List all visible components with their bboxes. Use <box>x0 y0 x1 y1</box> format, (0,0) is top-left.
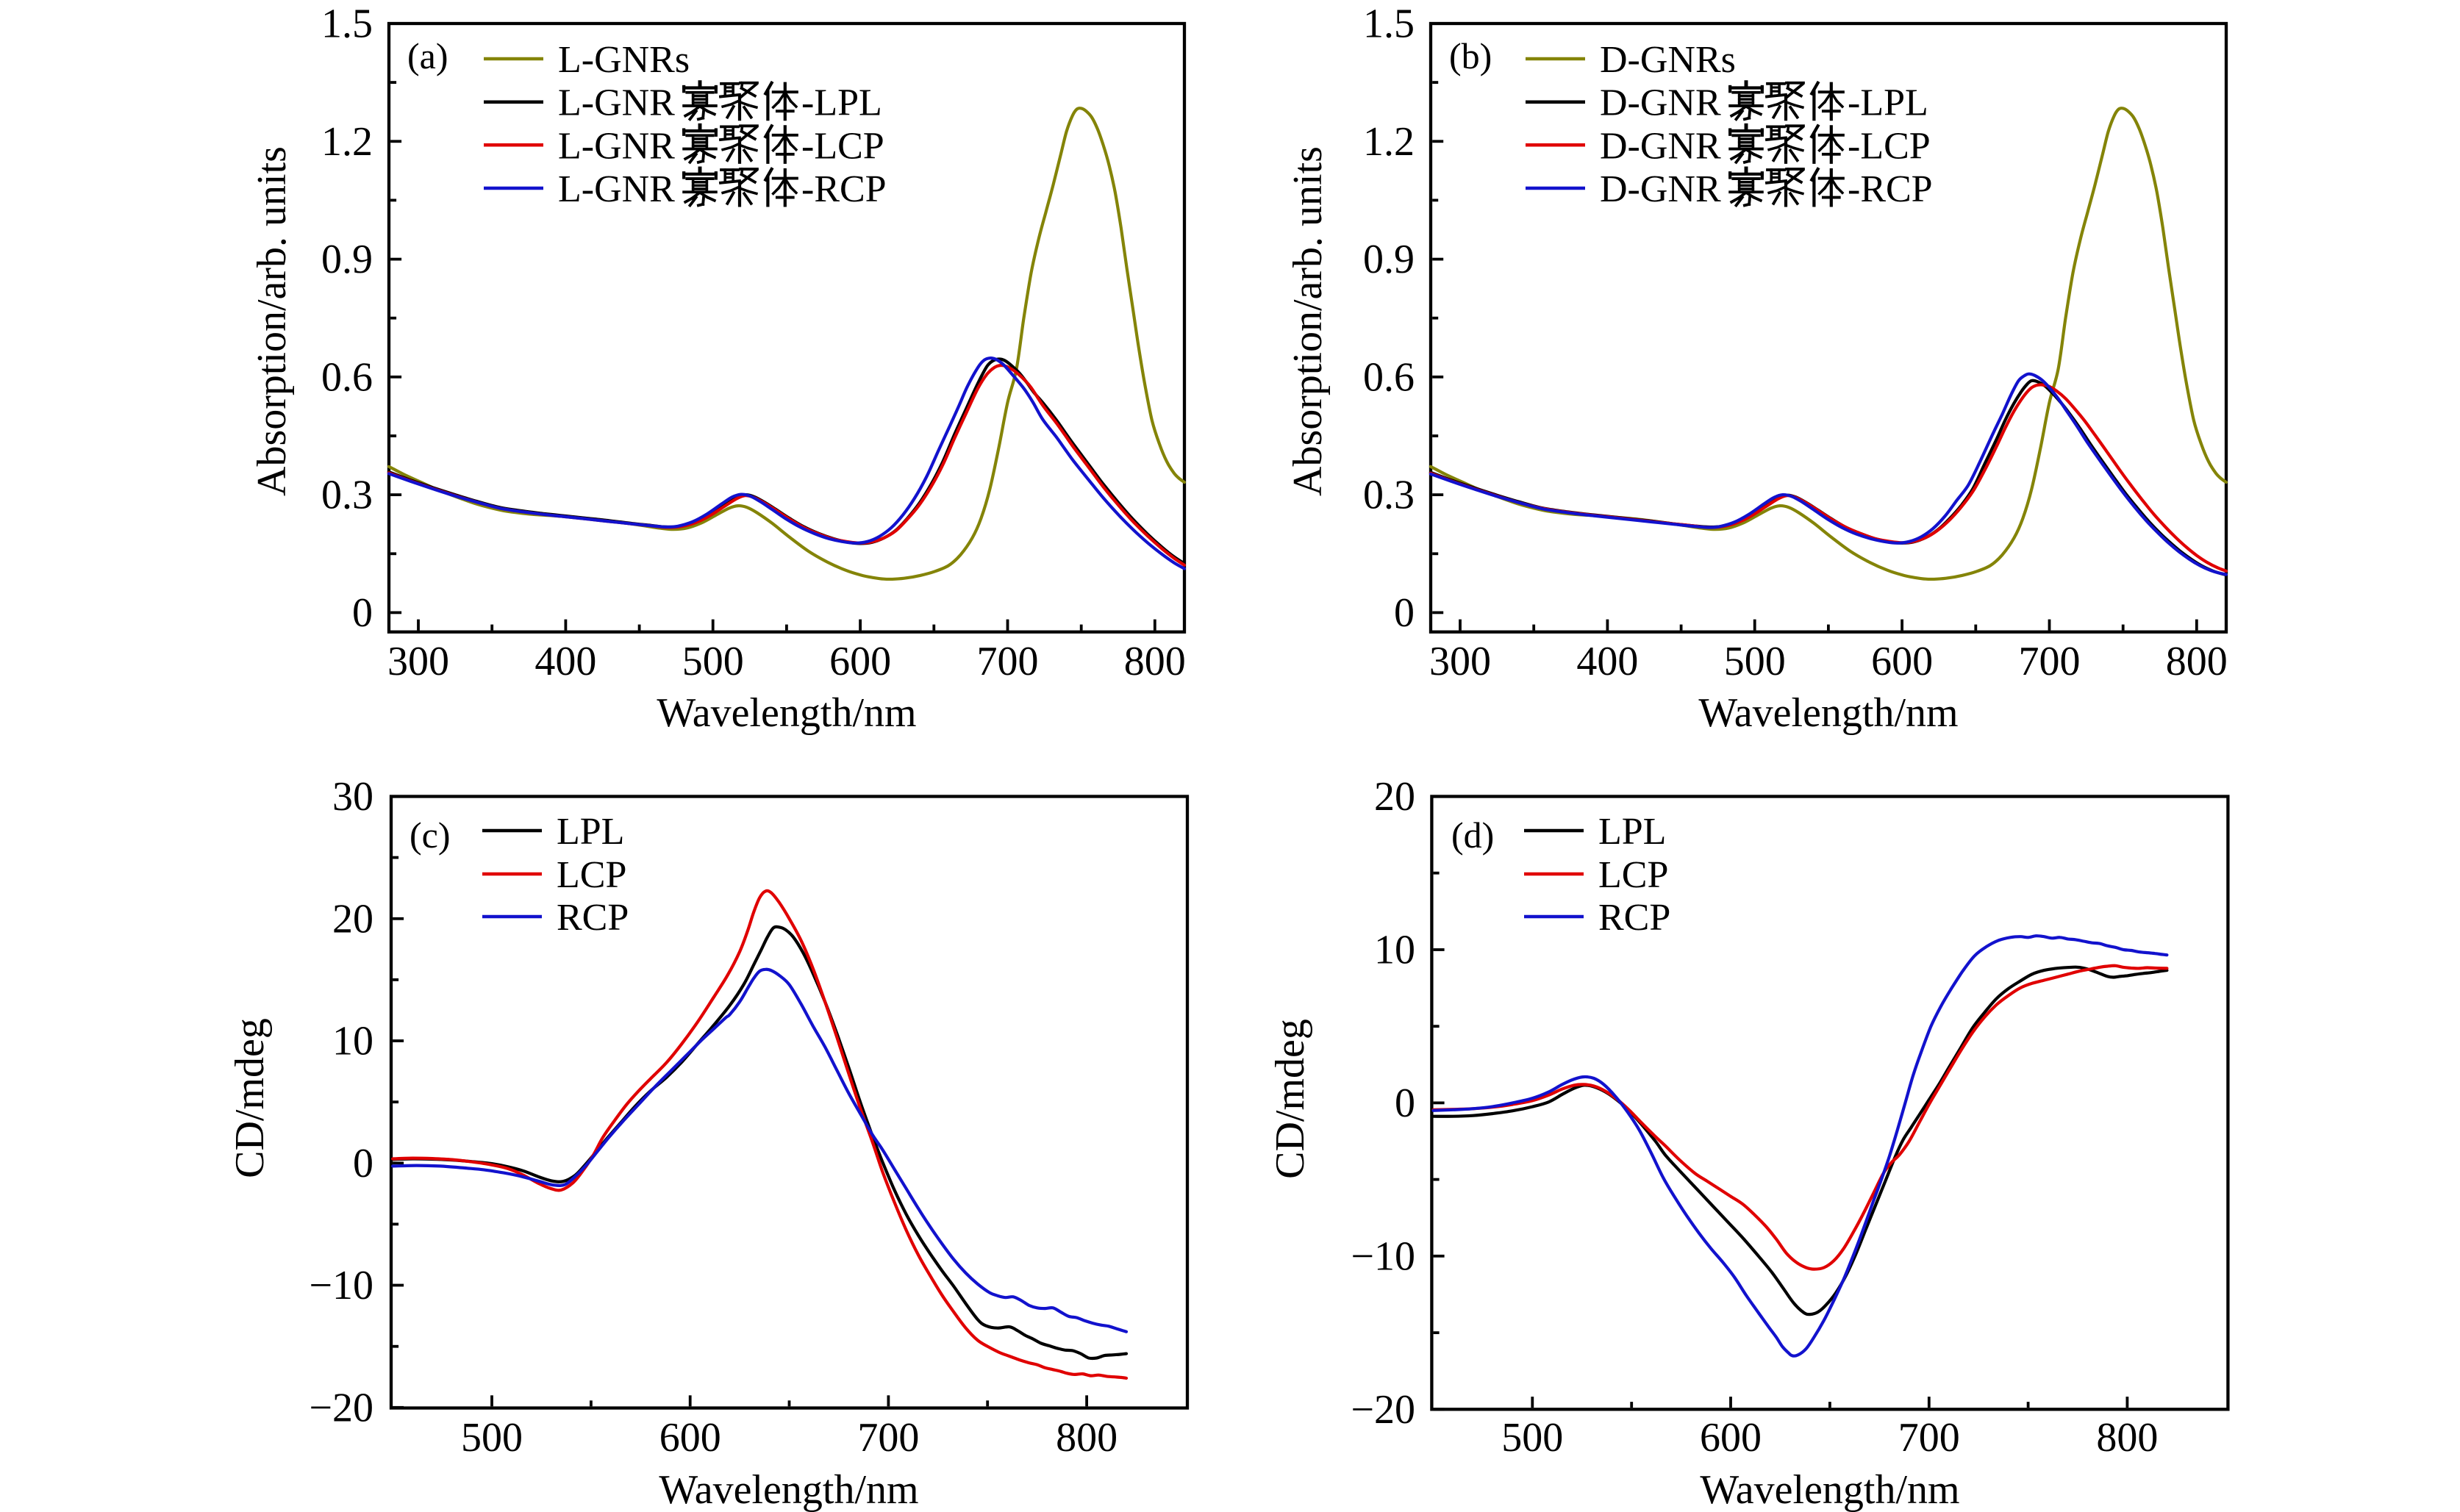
svg-text:L-GNR: L-GNR <box>558 168 675 210</box>
svg-text:0.9: 0.9 <box>321 237 373 282</box>
svg-text:700: 700 <box>1898 1415 1960 1461</box>
svg-text:30: 30 <box>332 774 373 820</box>
svg-text:0.6: 0.6 <box>1363 354 1415 400</box>
svg-text:-LPL: -LPL <box>801 82 882 124</box>
svg-text:600: 600 <box>1700 1415 1762 1461</box>
svg-text:400: 400 <box>1576 639 1638 684</box>
svg-text:1.2: 1.2 <box>321 119 373 165</box>
svg-text:(b): (b) <box>1449 35 1492 76</box>
svg-text:D-GNR: D-GNR <box>1600 125 1721 167</box>
svg-text:-LPL: -LPL <box>1848 82 1928 124</box>
svg-text:RCP: RCP <box>557 897 629 939</box>
svg-text:-RCP: -RCP <box>1848 168 1933 210</box>
svg-text:10: 10 <box>332 1019 373 1064</box>
svg-text:500: 500 <box>682 639 744 684</box>
svg-text:RCP: RCP <box>1598 897 1670 939</box>
svg-text:500: 500 <box>1724 639 1786 684</box>
svg-text:-RCP: -RCP <box>801 168 887 210</box>
svg-text:800: 800 <box>2166 639 2228 684</box>
svg-text:800: 800 <box>2096 1415 2158 1461</box>
svg-text:Wavelength/nm: Wavelength/nm <box>657 690 916 736</box>
svg-text:LCP: LCP <box>557 854 626 896</box>
svg-text:(a): (a) <box>407 35 448 76</box>
svg-text:400: 400 <box>534 639 596 684</box>
svg-text:-LCP: -LCP <box>801 125 884 167</box>
svg-text:D-GNR: D-GNR <box>1600 82 1721 124</box>
svg-text:D-GNRs: D-GNRs <box>1600 39 1736 81</box>
svg-text:L-GNR: L-GNR <box>558 82 675 124</box>
svg-text:−20: −20 <box>309 1385 373 1430</box>
svg-text:−20: −20 <box>1351 1387 1415 1433</box>
svg-text:300: 300 <box>387 639 449 684</box>
svg-text:600: 600 <box>1871 639 1933 684</box>
svg-text:Absorption/arb. units: Absorption/arb. units <box>249 146 295 496</box>
svg-text:500: 500 <box>1501 1415 1563 1461</box>
svg-text:300: 300 <box>1429 639 1491 684</box>
svg-text:Wavelength/nm: Wavelength/nm <box>1700 1467 1959 1512</box>
svg-text:L-GNR: L-GNR <box>558 125 675 167</box>
svg-text:−10: −10 <box>1351 1233 1415 1279</box>
svg-text:−10: −10 <box>309 1263 373 1308</box>
svg-text:CD/mdeg: CD/mdeg <box>1267 1019 1313 1179</box>
svg-text:700: 700 <box>857 1415 919 1461</box>
svg-text:0: 0 <box>353 1141 373 1186</box>
svg-text:20: 20 <box>332 896 373 942</box>
svg-text:800: 800 <box>1056 1415 1118 1461</box>
svg-text:600: 600 <box>659 1415 721 1461</box>
svg-text:0: 0 <box>1394 590 1415 636</box>
svg-text:Wavelength/nm: Wavelength/nm <box>659 1467 918 1512</box>
svg-text:0.9: 0.9 <box>1363 237 1415 282</box>
svg-text:1.5: 1.5 <box>1363 1 1415 47</box>
svg-text:700: 700 <box>2019 639 2081 684</box>
svg-text:600: 600 <box>829 639 891 684</box>
svg-text:0.6: 0.6 <box>321 354 373 400</box>
svg-text:20: 20 <box>1374 774 1415 820</box>
svg-text:10: 10 <box>1374 928 1415 973</box>
svg-text:-LCP: -LCP <box>1848 125 1931 167</box>
svg-text:Wavelength/nm: Wavelength/nm <box>1698 690 1958 736</box>
svg-text:1.5: 1.5 <box>321 1 373 47</box>
svg-text:L-GNRs: L-GNRs <box>558 39 690 81</box>
svg-text:0.3: 0.3 <box>321 473 373 518</box>
svg-text:LPL: LPL <box>1598 811 1666 853</box>
svg-text:(d): (d) <box>1451 814 1494 856</box>
svg-text:0: 0 <box>1395 1081 1415 1126</box>
svg-text:800: 800 <box>1124 639 1186 684</box>
svg-text:1.2: 1.2 <box>1363 119 1415 165</box>
svg-text:(c): (c) <box>410 814 451 856</box>
svg-text:CD/mdeg: CD/mdeg <box>227 1018 273 1178</box>
svg-text:0: 0 <box>352 590 373 636</box>
svg-text:LCP: LCP <box>1598 854 1668 896</box>
svg-text:0.3: 0.3 <box>1363 473 1415 518</box>
svg-text:500: 500 <box>461 1415 523 1461</box>
svg-text:700: 700 <box>977 639 1039 684</box>
svg-text:Absorption/arb. units: Absorption/arb. units <box>1285 146 1331 496</box>
svg-text:LPL: LPL <box>557 811 624 853</box>
svg-text:D-GNR: D-GNR <box>1600 168 1721 210</box>
